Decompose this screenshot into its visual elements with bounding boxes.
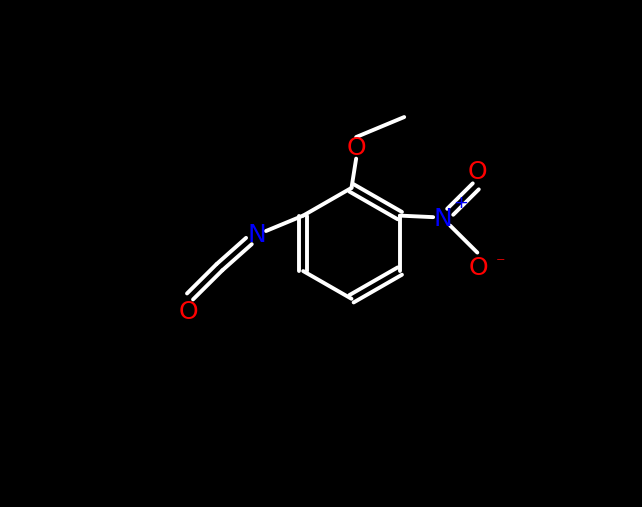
Text: +: + (453, 194, 468, 212)
Text: N: N (434, 207, 453, 231)
Text: O: O (346, 136, 366, 160)
Text: O: O (467, 160, 487, 184)
Text: O: O (178, 300, 198, 324)
Text: ⁻: ⁻ (496, 255, 505, 273)
Text: O: O (469, 256, 489, 280)
Text: N: N (247, 223, 266, 247)
